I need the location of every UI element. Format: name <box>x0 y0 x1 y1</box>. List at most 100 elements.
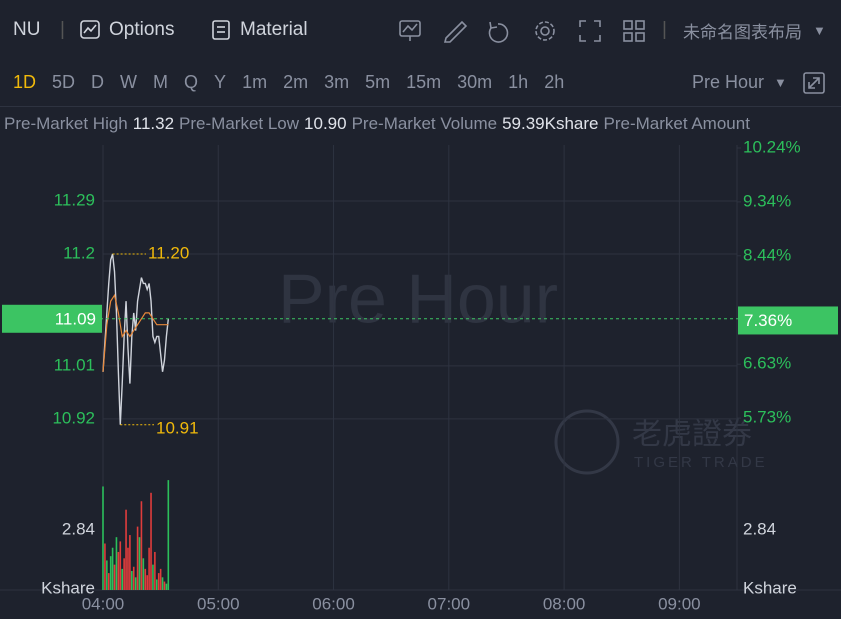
period-tab[interactable]: 30m <box>457 72 493 92</box>
volume-bar <box>142 558 145 590</box>
volume-tick-label: 2.84 <box>62 519 95 538</box>
x-tick-label: 05:00 <box>197 594 240 613</box>
y-tick-label: 11.2 <box>63 243 95 262</box>
info-value: 10.90 <box>304 114 347 133</box>
info-label: Pre-Market Volume <box>351 114 498 133</box>
logo-mark <box>554 409 620 475</box>
options-icon <box>80 20 100 39</box>
volume-bar <box>104 543 106 590</box>
volume-bar <box>146 575 148 590</box>
period-tab[interactable]: 15m <box>406 72 442 92</box>
x-tick-label: 09:00 <box>658 594 701 613</box>
fullscreen-icon[interactable] <box>803 72 825 94</box>
volume-bar <box>140 501 143 590</box>
volume-bar <box>134 577 137 590</box>
x-tick-label: 07:00 <box>428 594 471 613</box>
volume-bar <box>115 537 118 590</box>
volume-bar <box>136 526 139 590</box>
logo-cn: 老虎證券 <box>632 418 752 451</box>
volume-bar <box>150 492 152 590</box>
y2-tick-label: 8.44% <box>743 245 791 264</box>
watermark: Pre Hour <box>278 259 558 337</box>
period-tab[interactable]: 5D <box>52 72 76 92</box>
dropdown-arrow: ▼ <box>813 22 826 38</box>
volume-bar <box>117 551 120 590</box>
period-tab[interactable]: 3m <box>324 72 350 92</box>
session-select[interactable]: Pre Hour <box>692 72 765 92</box>
layout-select[interactable]: 未命名图表布局 <box>683 22 802 42</box>
dropdown-arrow: ▼ <box>774 75 787 90</box>
y2-tick-label: 5.73% <box>743 408 791 427</box>
period-tab[interactable]: 2h <box>544 72 565 92</box>
volume-bar <box>132 566 135 590</box>
periods: 1D 5D D W M Q Y 1m 2m 3m 5m 15m 30m 1h 2h <box>0 72 564 93</box>
y-tick-label: 10.92 <box>52 408 95 427</box>
volume-bar <box>131 570 133 590</box>
divider: | <box>60 19 65 40</box>
volume-bar <box>144 568 147 590</box>
volume-bar <box>161 577 164 590</box>
volume-bar <box>111 547 114 590</box>
divider: | <box>662 19 667 40</box>
volume-bar <box>107 573 110 590</box>
info-bar: Pre-Market High 11.32 Pre-Market Low 10.90 P… <box>0 114 841 140</box>
info-value: 59.39Kshare <box>502 114 599 133</box>
period-tab[interactable]: Q <box>184 72 199 92</box>
info-label: Pre-Market Amount <box>603 114 750 133</box>
y-tick-label: 11.29 <box>54 190 95 209</box>
y2-tick-label: 9.34% <box>743 191 791 210</box>
symbol[interactable]: NU <box>13 19 41 40</box>
volume-tick-label: 2.84 <box>743 519 776 538</box>
volume-bar <box>154 551 156 590</box>
period-tab[interactable]: D <box>91 72 105 92</box>
volume-bar <box>148 547 150 590</box>
last-price-label: 11.09 <box>55 309 96 328</box>
options[interactable]: Options <box>109 19 175 40</box>
volume-bar <box>152 564 154 590</box>
material-icon <box>212 20 230 40</box>
volume-bar <box>163 581 166 590</box>
volume-bar <box>123 558 125 590</box>
volume-unit: Kshare <box>41 578 95 597</box>
info-label: Pre-Market High <box>4 114 128 133</box>
period-bar: 1D 5D D W M Q Y 1m 2m 3m 5m 15m 30m 1h 2h Pre Hour ▼ <box>0 60 841 107</box>
period-tab[interactable]: 1D <box>13 72 37 92</box>
volume-bar <box>157 573 160 590</box>
period-tab[interactable]: Y <box>214 72 227 92</box>
x-tick-label: 08:00 <box>543 594 586 613</box>
tool-icons <box>399 20 645 43</box>
volume-bar <box>167 480 170 590</box>
volume-bar <box>119 541 122 590</box>
y2-tick-label: 10.24% <box>743 137 801 156</box>
last-pct-box <box>738 306 838 335</box>
volume-bar <box>102 486 104 590</box>
price-line <box>102 293 169 372</box>
info-label: Pre-Market Low <box>179 114 300 133</box>
toolbar: NU | Options Material | 未命名图表布局 ▼ <box>0 0 841 60</box>
last-pct-label: 7.36% <box>744 311 792 330</box>
period-tab[interactable]: M <box>153 72 169 92</box>
volume-unit: Kshare <box>743 578 797 597</box>
period-tab[interactable]: 2m <box>283 72 309 92</box>
period-tab[interactable]: 5m <box>365 72 391 92</box>
high-label: 11.20 <box>148 243 189 262</box>
last-price-box <box>2 304 102 333</box>
volume-bar <box>106 560 108 590</box>
volume-bar <box>113 564 116 590</box>
volume-bar <box>155 579 158 590</box>
volume-bar <box>165 583 168 590</box>
volume-bar <box>138 537 141 590</box>
price-line <box>102 253 170 425</box>
period-tab[interactable]: 1h <box>508 72 529 92</box>
volume-bar <box>109 556 112 590</box>
material[interactable]: Material <box>240 19 308 40</box>
period-tab[interactable]: 1m <box>242 72 268 92</box>
volume-bar <box>125 509 127 590</box>
volume-bar <box>127 547 129 590</box>
y2-tick-label: 6.63% <box>743 354 791 373</box>
volume-bar <box>159 568 162 590</box>
period-tab[interactable]: W <box>120 72 138 92</box>
low-label: 10.91 <box>156 418 199 437</box>
x-tick-label: 04:00 <box>82 594 125 613</box>
